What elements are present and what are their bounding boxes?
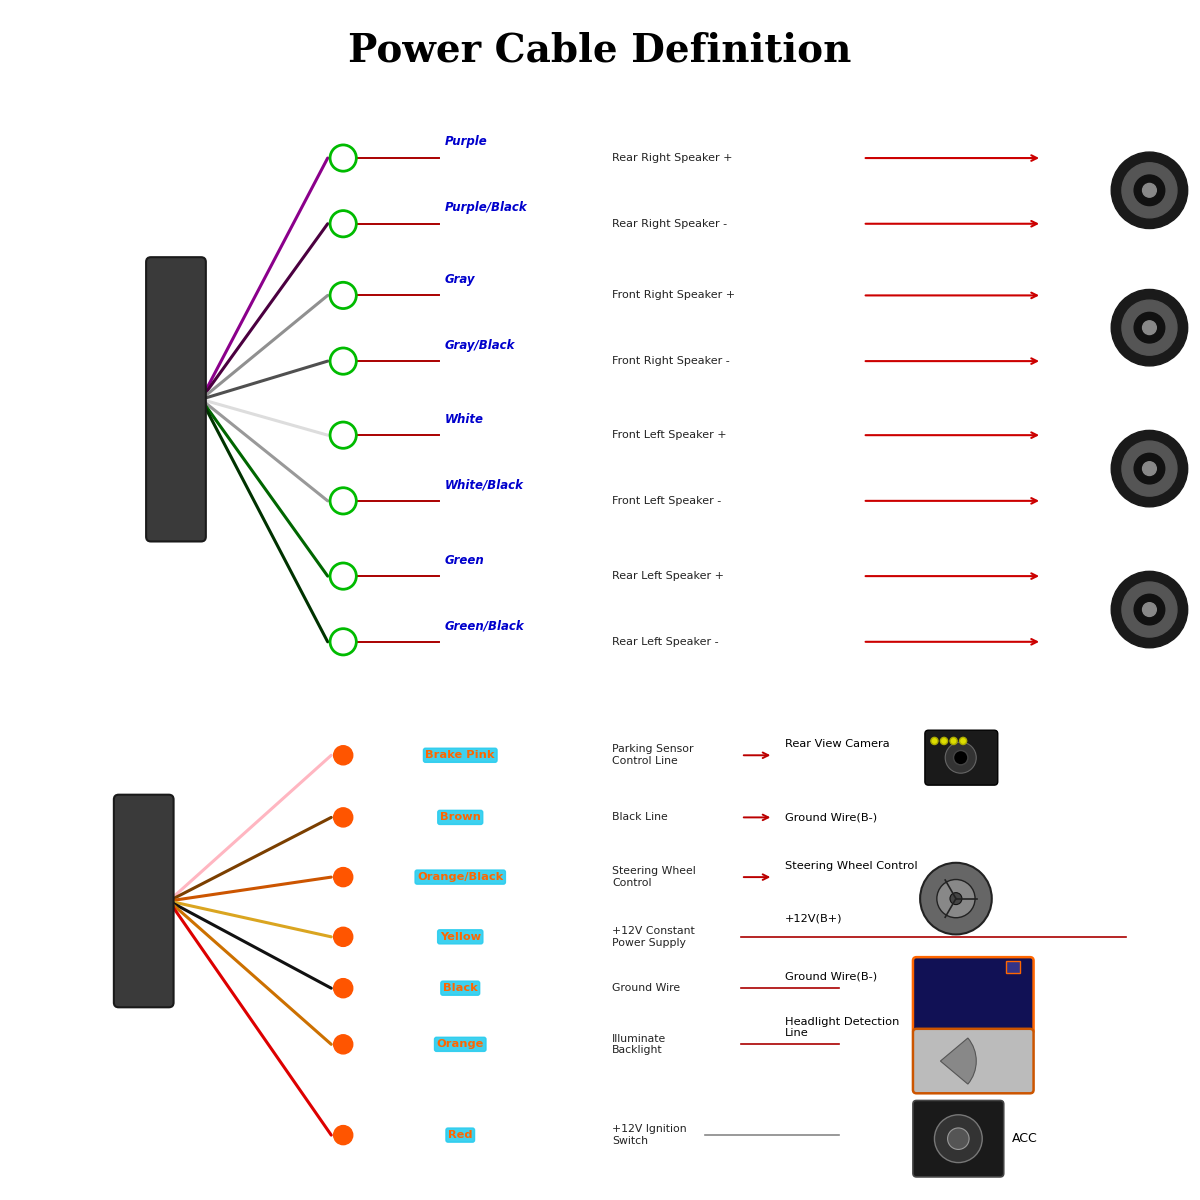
- Text: Parking Sensor
Control Line: Parking Sensor Control Line: [612, 744, 694, 766]
- Text: Illuminate
Backlight: Illuminate Backlight: [612, 1033, 666, 1055]
- Text: Gray/Black: Gray/Black: [445, 338, 515, 352]
- Circle shape: [946, 742, 977, 773]
- Text: +12V Constant
Power Supply: +12V Constant Power Supply: [612, 926, 695, 948]
- Circle shape: [1134, 312, 1165, 343]
- Text: Rear Left Speaker +: Rear Left Speaker +: [612, 571, 724, 581]
- Circle shape: [935, 1115, 983, 1163]
- Circle shape: [941, 737, 948, 744]
- Circle shape: [334, 1034, 353, 1054]
- Circle shape: [920, 863, 991, 935]
- Text: Ground Wire: Ground Wire: [612, 983, 680, 994]
- Circle shape: [1142, 462, 1157, 475]
- Circle shape: [1134, 594, 1165, 625]
- Circle shape: [1142, 320, 1157, 335]
- Circle shape: [1122, 442, 1177, 496]
- Text: White: White: [445, 413, 484, 426]
- Text: +12V(B+): +12V(B+): [785, 914, 842, 924]
- Text: Steering Wheel Control: Steering Wheel Control: [785, 862, 918, 871]
- Circle shape: [948, 1128, 970, 1150]
- Text: Rear Left Speaker -: Rear Left Speaker -: [612, 637, 719, 647]
- Circle shape: [334, 1126, 353, 1145]
- Text: Front Right Speaker +: Front Right Speaker +: [612, 290, 736, 300]
- FancyBboxPatch shape: [913, 1100, 1003, 1177]
- Circle shape: [937, 880, 976, 918]
- Bar: [1006, 961, 1020, 973]
- Text: Green: Green: [445, 553, 485, 566]
- Wedge shape: [941, 1038, 977, 1084]
- Text: Yellow: Yellow: [439, 932, 481, 942]
- Circle shape: [334, 745, 353, 764]
- Text: Ground Wire(B-): Ground Wire(B-): [785, 812, 877, 822]
- Circle shape: [931, 737, 938, 744]
- Circle shape: [1111, 571, 1188, 648]
- Circle shape: [1111, 289, 1188, 366]
- Text: Rear View Camera: Rear View Camera: [785, 739, 889, 749]
- Circle shape: [334, 979, 353, 997]
- FancyBboxPatch shape: [913, 1028, 1033, 1093]
- Text: Headlight Detection
Line: Headlight Detection Line: [785, 1016, 900, 1038]
- Circle shape: [1142, 602, 1157, 617]
- Text: Black Line: Black Line: [612, 812, 667, 822]
- Text: Brown: Brown: [440, 812, 481, 822]
- Text: Ground Wire(B-): Ground Wire(B-): [785, 971, 877, 982]
- FancyBboxPatch shape: [114, 794, 174, 1007]
- Text: Purple/Black: Purple/Black: [445, 202, 528, 214]
- FancyBboxPatch shape: [925, 730, 997, 785]
- Circle shape: [950, 737, 958, 744]
- Circle shape: [334, 868, 353, 887]
- Circle shape: [334, 808, 353, 827]
- Text: White/Black: White/Black: [445, 479, 523, 491]
- Circle shape: [334, 928, 353, 947]
- Circle shape: [1122, 582, 1177, 637]
- Circle shape: [1111, 431, 1188, 506]
- Text: Orange/Black: Orange/Black: [418, 872, 503, 882]
- Text: Green/Black: Green/Black: [445, 619, 524, 632]
- Circle shape: [1122, 300, 1177, 355]
- Text: ACC: ACC: [1012, 1132, 1038, 1145]
- Circle shape: [1142, 184, 1157, 197]
- Text: Power Cable Definition: Power Cable Definition: [348, 31, 852, 70]
- Text: Orange: Orange: [437, 1039, 484, 1049]
- Text: Rear Right Speaker +: Rear Right Speaker +: [612, 154, 732, 163]
- Circle shape: [1111, 152, 1188, 228]
- Text: Gray: Gray: [445, 272, 475, 286]
- Text: Purple: Purple: [445, 136, 487, 149]
- Circle shape: [954, 750, 968, 764]
- Circle shape: [1122, 163, 1177, 218]
- FancyBboxPatch shape: [146, 257, 206, 541]
- Text: Red: Red: [448, 1130, 473, 1140]
- Text: Front Right Speaker -: Front Right Speaker -: [612, 356, 730, 366]
- FancyBboxPatch shape: [913, 958, 1033, 1033]
- Circle shape: [950, 893, 962, 905]
- Text: Black: Black: [443, 983, 478, 994]
- Text: Rear Right Speaker -: Rear Right Speaker -: [612, 218, 727, 229]
- Text: Front Left Speaker -: Front Left Speaker -: [612, 496, 721, 506]
- Circle shape: [1134, 175, 1165, 205]
- Text: Front Left Speaker +: Front Left Speaker +: [612, 430, 726, 440]
- Text: +12V lgnition
Switch: +12V lgnition Switch: [612, 1124, 686, 1146]
- Circle shape: [1134, 454, 1165, 484]
- Text: Steering Wheel
Control: Steering Wheel Control: [612, 866, 696, 888]
- Text: Brake Pink: Brake Pink: [426, 750, 494, 761]
- Circle shape: [960, 737, 967, 744]
